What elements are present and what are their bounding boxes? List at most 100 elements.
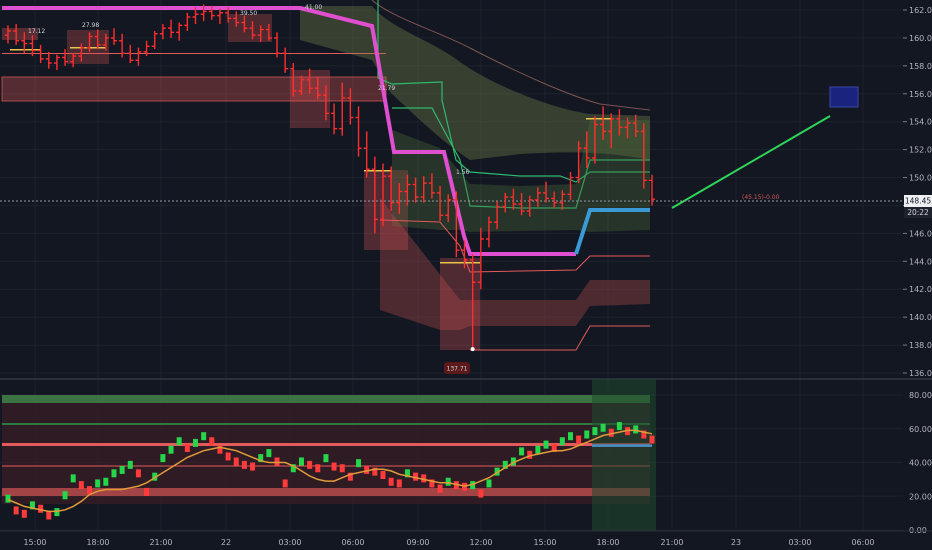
time-tick-label: 18:00	[596, 538, 619, 547]
osc-bar	[298, 457, 304, 466]
osc-bar	[372, 467, 378, 476]
osc-bar	[209, 437, 215, 446]
resistance-band	[2, 77, 386, 101]
osc-bar	[347, 472, 353, 481]
low-marker	[470, 347, 475, 352]
osc-bar	[62, 491, 68, 500]
osc-bar	[258, 454, 264, 463]
osc-bar	[600, 423, 606, 432]
oscillator-panel	[2, 379, 656, 531]
osc-bar	[168, 445, 174, 454]
price-line-label: (45.15)-0.00	[742, 194, 780, 201]
time-tick-label: 22	[221, 538, 231, 547]
osc-bar	[78, 481, 84, 490]
price-tick-label: 144.00	[909, 257, 932, 266]
countdown-badge	[904, 207, 932, 218]
osc-tick-label: 80.00	[909, 391, 932, 400]
low-badge	[444, 362, 470, 374]
osc-bar	[184, 444, 190, 452]
level-marker-2	[440, 262, 480, 264]
osc-bar	[559, 437, 565, 446]
osc-bar	[127, 460, 133, 469]
osc-bar	[380, 471, 386, 479]
osc-bar	[551, 444, 557, 452]
oversold-band	[2, 488, 650, 496]
time-tick-label: 18:00	[86, 538, 109, 547]
time-axis: 15:00 18:00 21:00 22 03:00 06:00 09:00 12:00 15:…	[23, 538, 874, 547]
osc-tick-label: 20.00	[909, 492, 932, 501]
osc-bar	[519, 447, 525, 456]
level-marker-3	[586, 118, 612, 120]
mid-level-line	[2, 443, 650, 446]
osc-bar	[356, 459, 362, 468]
osc-bar	[494, 467, 500, 476]
time-tick-label: 15:00	[533, 538, 556, 547]
osc-bar	[119, 465, 125, 474]
osc-bar	[21, 509, 27, 518]
time-tick-label: 09:00	[406, 538, 429, 547]
price-tick-label: 154.00	[909, 118, 932, 127]
osc-bar	[144, 487, 150, 496]
price-tick-label: 138.00	[909, 341, 932, 350]
channel-line-b	[392, 107, 650, 209]
osc-bar	[584, 430, 590, 439]
osc-bar	[592, 427, 598, 436]
osc-bar	[567, 432, 573, 441]
current-price-badge	[904, 195, 932, 207]
osc-bar	[323, 454, 329, 463]
osc-bar	[502, 460, 508, 469]
osc-bar	[486, 479, 492, 488]
osc-bar	[70, 474, 76, 483]
osc-bar	[111, 469, 117, 478]
time-tick-label: 12:00	[469, 538, 492, 547]
osc-bar	[478, 489, 484, 498]
osc-bar	[421, 474, 427, 483]
osc-bar	[241, 460, 247, 469]
flag-icon	[829, 86, 859, 108]
trend-line-blue	[574, 208, 650, 255]
trend-line-magenta	[2, 6, 576, 256]
osc-bar	[176, 437, 182, 446]
osc-tick-label: 60.00	[909, 425, 932, 434]
time-tick-label: 21:00	[149, 538, 172, 547]
osc-bar	[290, 464, 296, 473]
annotation-3: 39.50	[240, 10, 257, 17]
osc-bar	[331, 462, 337, 471]
price-tick-label: 142.00	[909, 285, 932, 294]
resistance-line	[2, 53, 386, 54]
annotation-6: 1.56	[456, 169, 470, 176]
osc-bar	[616, 422, 622, 431]
highlight-zone	[592, 379, 656, 531]
annotation-4: 41.00	[305, 4, 322, 11]
time-tick-label: 15:00	[23, 538, 46, 547]
countdown-label: 20:22	[907, 208, 929, 217]
price-tick-label: 152.00	[909, 146, 932, 155]
lower-band	[380, 198, 650, 330]
annotation-2: 27.98	[82, 22, 99, 29]
upper-channel	[300, 6, 650, 160]
price-tick-label: 162.00	[909, 6, 932, 15]
price-tick-label: 136.00	[909, 369, 932, 378]
time-tick-label: 03:00	[788, 538, 811, 547]
osc-bar	[274, 457, 280, 466]
time-tick-label: 03:00	[278, 538, 301, 547]
osc-bar	[576, 435, 582, 444]
osc-background-zone	[2, 395, 650, 504]
osc-bar	[641, 430, 647, 439]
osc-bar	[152, 472, 158, 481]
osc-bar	[225, 452, 231, 461]
price-tick-label: 146.00	[909, 229, 932, 238]
osc-bar	[633, 425, 639, 434]
osc-bar	[217, 445, 223, 454]
annotation-5: 21.79	[378, 85, 395, 92]
osc-bar	[29, 501, 35, 510]
osc-bar	[543, 440, 549, 449]
candles	[5, 4, 655, 352]
osc-smooth-line	[7, 429, 653, 513]
annotation-1: 17.12	[28, 28, 45, 35]
price-tick-label: 140.00	[909, 313, 932, 322]
osc-bar	[201, 432, 207, 441]
support-line-a	[379, 219, 650, 273]
overbought-band	[2, 395, 650, 403]
